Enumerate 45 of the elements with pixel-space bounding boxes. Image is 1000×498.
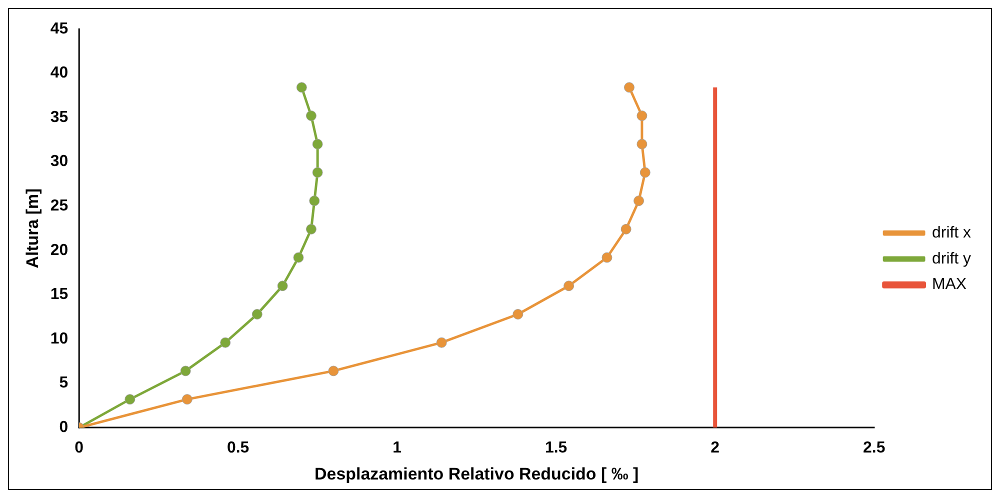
point: [636, 110, 648, 121]
point: [309, 196, 320, 206]
legend-label: drift y: [932, 250, 972, 268]
point: [602, 252, 612, 263]
y-axis-title: Altura [m]: [22, 188, 42, 268]
legend-label: drift x: [932, 224, 972, 242]
point: [296, 82, 307, 93]
point: [277, 280, 288, 292]
point: [312, 167, 323, 178]
y-tick-label: 30: [50, 153, 68, 170]
x-tick-label: 1.5: [545, 440, 568, 457]
x-tick-label: 0: [74, 440, 84, 457]
y-tick-label: 20: [50, 242, 68, 259]
point: [640, 167, 650, 178]
x-tick-label: 2.5: [863, 440, 886, 457]
x-tick-label: 0.5: [226, 440, 250, 457]
point: [306, 110, 316, 121]
y-tick-label: 15: [50, 286, 68, 304]
x-axis-title: Desplazamiento Relativo Reducido [ ‰ ]: [314, 464, 639, 484]
point: [306, 224, 316, 234]
point: [180, 366, 191, 376]
y-tick-label: 45: [50, 20, 68, 38]
point: [436, 337, 447, 348]
point: [328, 366, 339, 376]
point: [620, 224, 632, 234]
y-tick-label: 25: [50, 198, 68, 215]
y-tick-label: 10: [50, 330, 68, 348]
y-tick-label: 35: [50, 108, 68, 126]
point: [564, 280, 574, 292]
point: [182, 394, 192, 405]
y-tick-label: 5: [59, 374, 68, 392]
y-tick-label: 0: [59, 419, 68, 436]
point: [252, 309, 262, 320]
point: [634, 196, 644, 206]
x-tick-label: 2: [710, 440, 720, 457]
x-tick-label: 1: [392, 440, 402, 457]
point: [220, 337, 231, 348]
point: [293, 252, 304, 263]
point: [512, 309, 524, 320]
point: [636, 138, 648, 150]
y-tick-label: 40: [50, 64, 68, 82]
point: [312, 138, 323, 150]
point: [124, 394, 136, 405]
point: [624, 82, 634, 93]
legend-label: MAX: [932, 276, 967, 294]
